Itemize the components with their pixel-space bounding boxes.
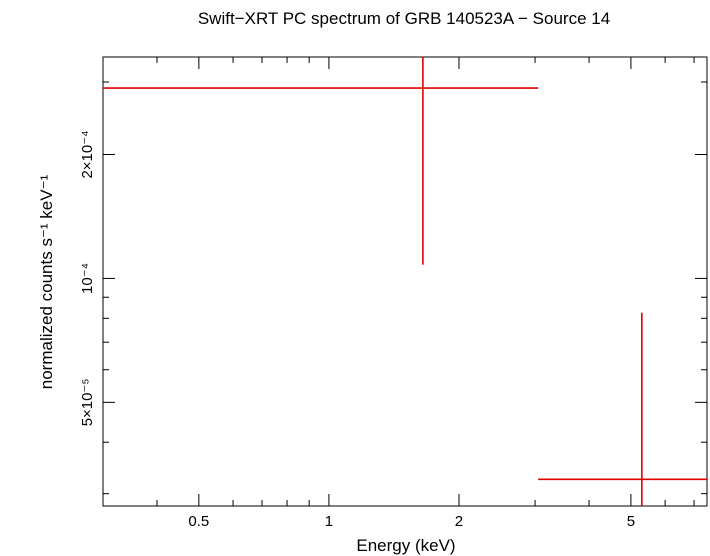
y-tick-label: 2×10⁻⁴: [79, 130, 96, 178]
x-axis-ticks: 0.5 1 2 5: [102, 57, 695, 530]
y-tick-label: 10⁻⁴: [79, 263, 96, 294]
x-axis-label: Energy (keV): [356, 536, 455, 555]
data-points: [103, 57, 707, 506]
data-point: [538, 312, 707, 506]
x-tick-label: 5: [627, 513, 635, 530]
chart-title: Swift−XRT PC spectrum of GRB 140523A − S…: [198, 9, 610, 28]
x-tick-label: 2: [455, 513, 463, 530]
y-tick-label: 5×10⁻⁵: [79, 378, 96, 426]
x-tick-label: 0.5: [188, 513, 209, 530]
y-axis-ticks: 5×10⁻⁵ 10⁻⁴ 2×10⁻⁴: [79, 81, 707, 495]
plot-frame: [102, 56, 708, 507]
x-tick-label: 1: [325, 513, 333, 530]
data-point: [103, 57, 539, 265]
y-axis-label: normalized counts s⁻¹ keV⁻¹: [37, 174, 56, 389]
